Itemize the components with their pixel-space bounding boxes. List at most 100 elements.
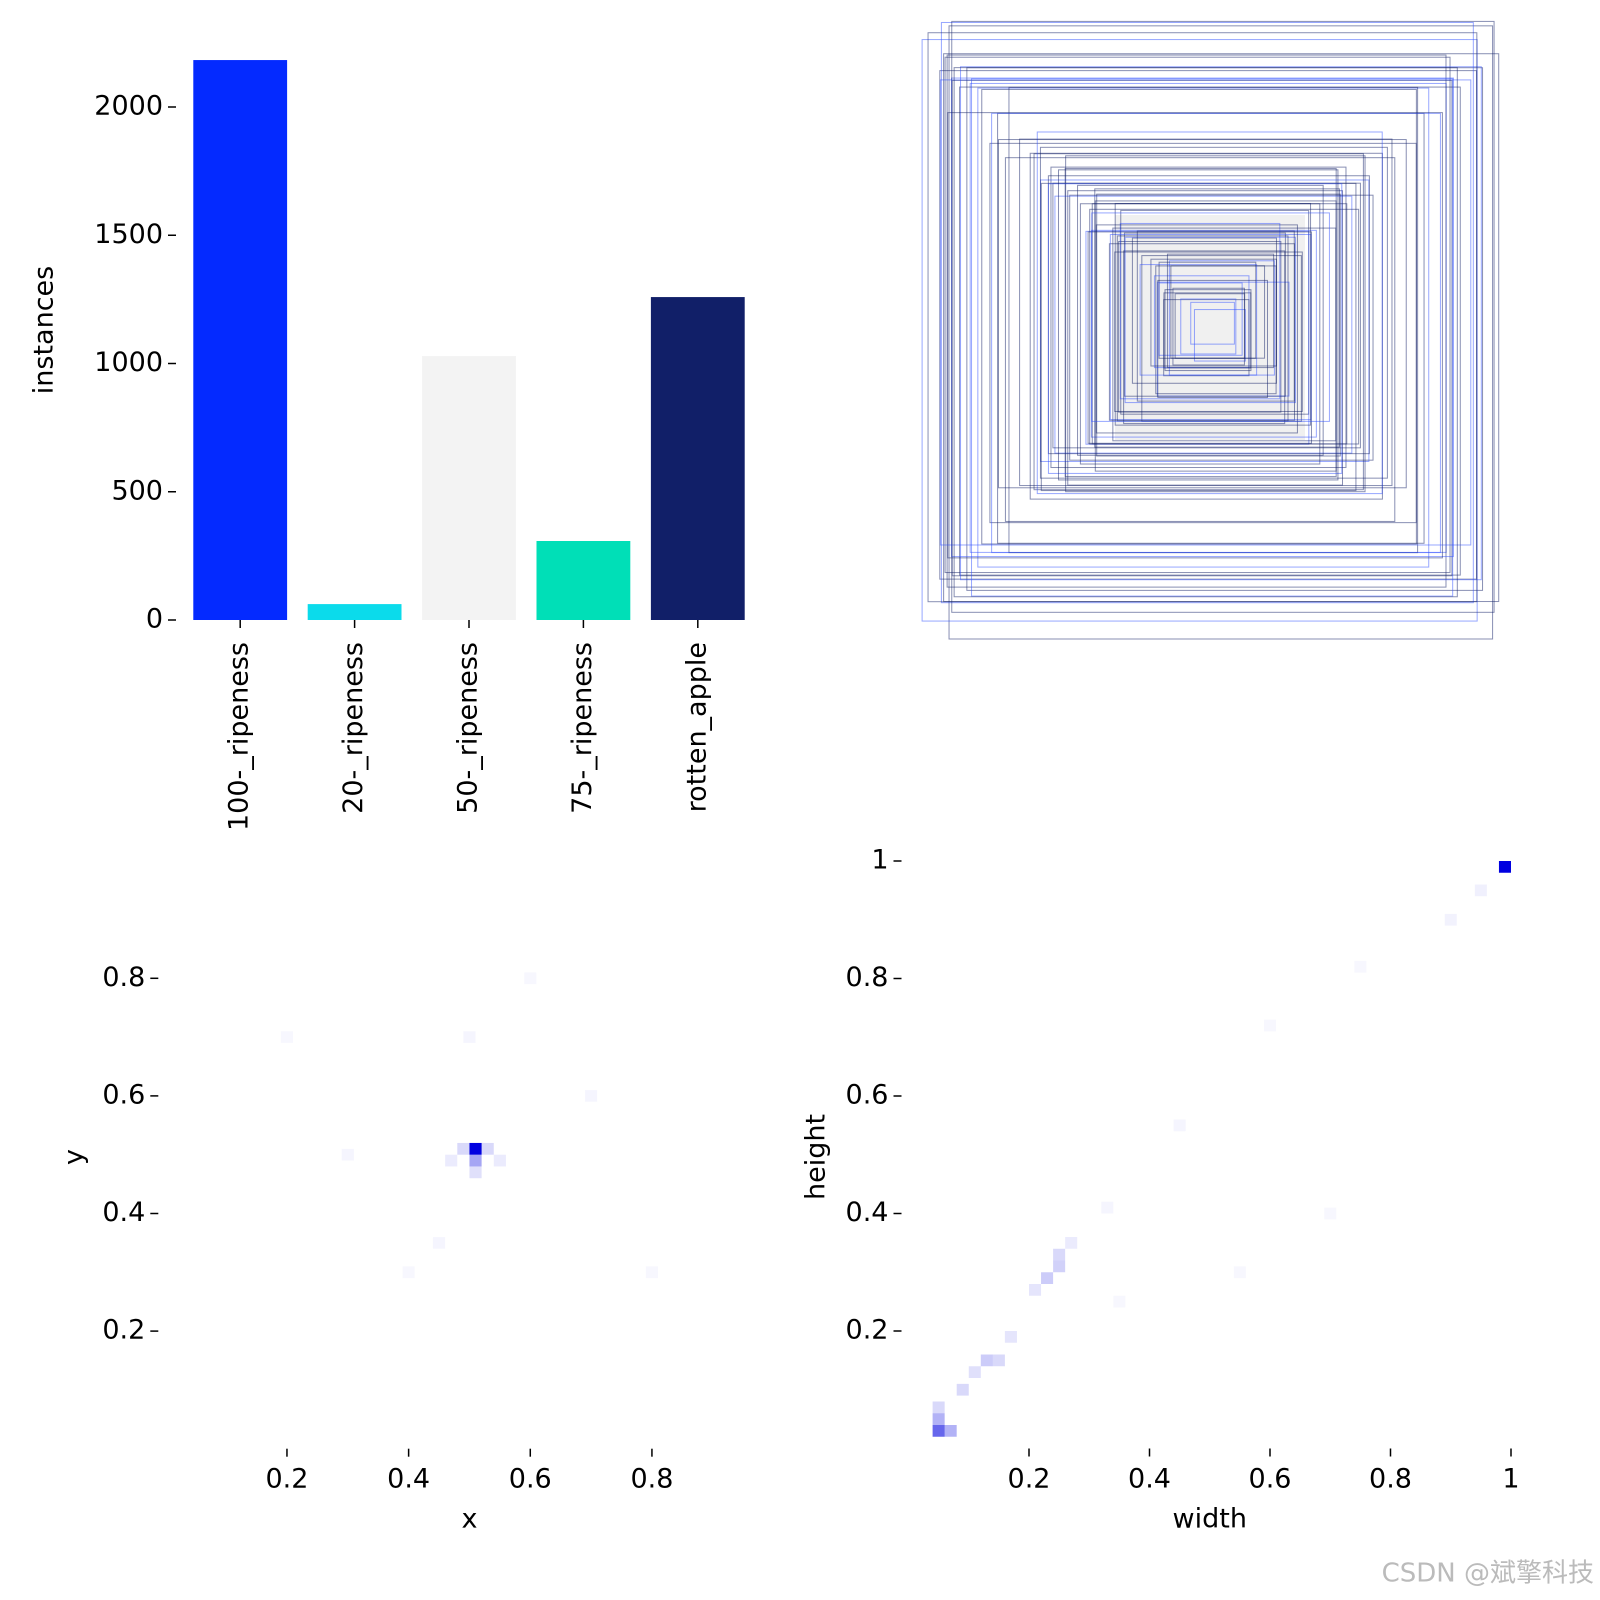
y-tick-label: 0.2 [102,1315,145,1346]
hist-cell [1113,1296,1125,1308]
box-outline [1047,183,1343,474]
hist-cell [481,1142,494,1155]
box-outline [1069,194,1374,461]
hist-cell [445,1154,458,1167]
hist-cell [932,1401,945,1414]
box-outline [989,142,1417,524]
box-outline [1190,301,1235,345]
box-outline [951,20,1495,613]
box-outline [1123,232,1286,397]
box-outline [948,25,1494,640]
hist-cell [281,1031,293,1043]
hist-cell [1041,1272,1054,1284]
box-outline [927,32,1478,603]
y-tick-label: 1500 [94,219,163,250]
hist-cell [1234,1266,1246,1278]
x-tick-label: 0.6 [509,1464,552,1495]
box-outline [971,78,1454,597]
box-outline [1054,195,1353,454]
box-outline [940,21,1474,604]
bar [193,60,288,621]
box-outline [1119,222,1281,400]
y-tick-label: 0.2 [846,1315,889,1346]
box-outline [1180,298,1237,355]
box-outline [977,87,1430,568]
box-outline [1118,241,1282,413]
hist-cell [469,1166,482,1179]
box-outline [1158,282,1243,356]
hist-cell [1354,961,1366,973]
hist-cell [944,1425,957,1437]
hist-cell [992,1354,1005,1367]
hist-cell [432,1237,446,1249]
box-outline [1057,169,1339,481]
hist-cell [1444,913,1457,926]
box-outline [1079,203,1321,465]
bar [307,604,402,620]
box-outline [1039,146,1388,479]
y-tick-label: 0.4 [846,1197,889,1228]
hist-cell [403,1266,415,1278]
x-axis-label: width [1173,1504,1247,1535]
box-outline [1050,166,1347,469]
box-outline [1077,184,1324,456]
box-outline [1170,265,1266,359]
hist-cell [980,1354,993,1367]
x-tick-label: 50-_ripeness [453,642,484,814]
watermark: CSDN @斌擎科技 [1382,1559,1594,1589]
x-tick-label: rotten_apple [681,642,712,812]
y-tick-label: 0 [146,604,163,635]
hist-cell [1053,1260,1066,1273]
box-outline [1124,236,1296,404]
box-outline [1131,237,1277,384]
y-tick-label: 0.8 [102,962,145,993]
y-axis-label: height [801,1114,832,1200]
x-tick-label: 0.4 [387,1464,430,1495]
hist-cell [646,1266,658,1278]
box-outline [1033,153,1364,491]
hist-cell [1498,861,1511,873]
box-outline [1123,250,1286,425]
hist-cell [968,1366,981,1378]
x-tick-label: 100-_ripeness [224,642,255,831]
y-tick-label: 0.6 [846,1080,889,1111]
x-axis-label: x [461,1504,477,1535]
hist-cell [1324,1208,1336,1220]
x-tick-label: 0.6 [1249,1464,1292,1495]
box-outline [1087,231,1312,444]
y-tick-label: 1000 [94,347,163,378]
box-outline [1139,264,1258,376]
box-outline [946,54,1447,588]
hist-cell [463,1031,476,1043]
box-outline [1157,279,1268,398]
hist-cell [341,1148,354,1161]
box-outline [1052,182,1361,449]
x-tick-label: 0.8 [1369,1464,1412,1495]
hist-cell [524,972,536,984]
hist-cell [469,1142,482,1155]
x-tick-label: 75-_ripeness [567,642,598,814]
x-tick-label: 20-_ripeness [338,642,369,814]
box-outline [1164,289,1252,372]
box-outline [1136,230,1295,402]
hist-cell [585,1090,598,1102]
box-outline [1166,253,1275,369]
hist-cell [1474,884,1487,897]
y-axis-label: instances [29,266,60,394]
hist-cell [1004,1331,1017,1343]
y-tick-label: 1 [871,845,888,876]
box-outline [939,79,1472,546]
hist-cell [1053,1248,1066,1261]
box-outline [1091,212,1330,422]
x-tick-label: 0.8 [630,1464,673,1495]
x-tick-label: 0.2 [265,1464,308,1495]
box-outline [1094,188,1340,448]
box-outline [991,112,1441,554]
hist-cell [1065,1237,1078,1249]
hist-cell [932,1425,945,1437]
hist-cell [1173,1119,1186,1132]
hist-cell [457,1142,470,1155]
bar [536,540,631,620]
box-outline [1095,224,1298,434]
